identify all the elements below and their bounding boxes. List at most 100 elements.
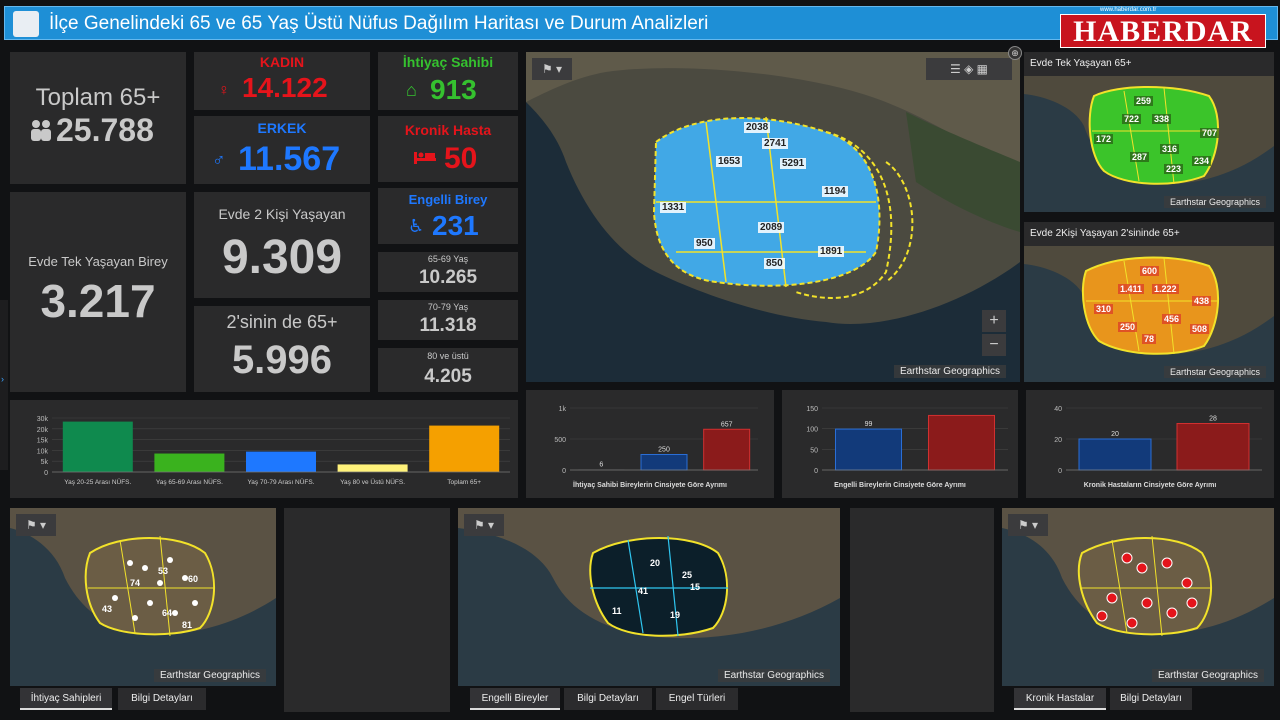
chart-bar[interactable] — [928, 414, 995, 471]
chart-bar[interactable] — [1176, 423, 1250, 471]
data-label: 6 — [599, 462, 603, 469]
y-tick-label: 30k — [37, 416, 49, 423]
chart-title: İhtiyaç Sahibi Bireylerin Cinsiyete Göre… — [573, 482, 727, 489]
map-label: 310 — [1094, 304, 1114, 314]
main-map[interactable]: 2038 2741 1653 5291 1194 1331 2089 950 850 1891 ⚑… — [526, 52, 1020, 382]
indicator-age-80: 80 ve üstü 4.205 — [378, 348, 518, 392]
chart-bar[interactable] — [429, 425, 500, 472]
tek-yasayan-map[interactable]: Evde Tek Yaşayan 65+ 259 722 338 172 707 287 3… — [1024, 52, 1274, 212]
chart-bar[interactable] — [1078, 438, 1152, 471]
map-label: 2038 — [744, 122, 771, 133]
iki-kisi-map[interactable]: Evde 2Kişi Yaşayan 2'sininde 65+ 600 1.41… — [1024, 222, 1274, 382]
y-tick-label: 1k — [559, 406, 567, 413]
indicator-value: 3.217 — [40, 275, 156, 327]
zoom-in-button[interactable]: + — [982, 310, 1006, 332]
tab-bilgi-detaylari[interactable]: Bilgi Detayları — [118, 688, 206, 710]
tab-kronik-hastalar[interactable]: Kronik Hastalar — [1014, 688, 1106, 710]
indicator-label: Evde Tek Yaşayan Birey — [28, 254, 168, 269]
tab-bilgi-detaylari[interactable]: Bilgi Detayları — [1110, 688, 1192, 710]
y-tick-label: 0 — [814, 468, 818, 475]
y-tick-label: 100 — [806, 427, 818, 434]
tab-bilgi-detaylari[interactable]: Bilgi Detayları — [564, 688, 652, 710]
indicator-value: 11.318 — [419, 315, 477, 336]
chart-bar[interactable] — [640, 454, 688, 471]
map-label: 722 — [1122, 114, 1142, 124]
map-label: 11 — [612, 606, 622, 616]
chart-bar[interactable] — [246, 451, 316, 472]
indicator-value: 11.567 — [238, 140, 341, 178]
y-tick-label: 20 — [1054, 437, 1062, 444]
indicator-value: 9.309 — [221, 231, 343, 284]
data-label: 20 — [1111, 431, 1119, 438]
indicator-label: İhtiyaç Sahibi — [402, 54, 494, 70]
map-label: 950 — [694, 238, 715, 249]
y-tick-label: 500 — [554, 437, 566, 444]
data-label: 28 — [1209, 416, 1217, 423]
map-attribution: Earthstar Geographics — [1163, 366, 1266, 378]
indicator-age-70-79: 70-79 Yaş 11.318 — [378, 300, 518, 340]
indicator-label: Kronik Hasta — [404, 122, 492, 138]
main-map-canvas — [526, 52, 1020, 382]
indicator-label: ERKEK — [257, 120, 307, 136]
map-label: 43 — [102, 604, 113, 614]
tab-ihtiyac-sahipleri[interactable]: İhtiyaç Sahipleri — [20, 688, 112, 710]
y-tick-label: 20k — [37, 427, 49, 434]
ihtiyac-map[interactable]: 53 74 60 43 64 81 ⚑ ▾ Earthstar Geographics — [10, 508, 276, 686]
indicator-label: Toplam 65+ — [35, 84, 161, 111]
chart-title: Kronik Hastaların Cinsiyete Göre Ayrımı — [1083, 482, 1217, 489]
indicator-erkek: ERKEK ♂ 11.567 — [194, 116, 370, 184]
indicator-label: 2'sinin de 65+ — [226, 312, 338, 332]
chart-bar[interactable] — [703, 428, 751, 471]
y-tick-label: 150 — [806, 406, 818, 413]
map-label: 15 — [690, 582, 701, 592]
indicator-value: 10.265 — [418, 267, 478, 288]
indicator-label: 80 ve üstü — [427, 351, 469, 361]
side-panel-toggle[interactable]: › — [0, 300, 8, 470]
indicator-value: 50 — [444, 142, 478, 175]
fullscreen-icon[interactable]: ⊕ — [1008, 46, 1022, 60]
indicator-engelli: Engelli Birey ♿ 231 — [378, 188, 518, 244]
chart-bar[interactable] — [62, 421, 133, 472]
chart-bar[interactable] — [154, 453, 225, 472]
ihtiyac-gender-chart-panel: 1k 500 0 6 250 657 İhtiyaç Sahibi Bireylerin … — [526, 390, 774, 498]
map-label: 41 — [638, 586, 649, 596]
map-label: 600 — [1140, 266, 1160, 276]
map-tools-toolbar[interactable]: ☰ ◈ ▦ — [926, 58, 1012, 80]
map-label: 316 — [1160, 144, 1180, 154]
map-label: 508 — [1190, 324, 1210, 334]
map-label: 234 — [1192, 156, 1212, 166]
map-label: 25 — [682, 570, 693, 580]
map-layer-menu-button[interactable]: ⚑ ▾ — [1008, 514, 1048, 536]
map-label: 20 — [650, 558, 661, 568]
map-attribution: Earthstar Geographics — [1163, 196, 1266, 208]
data-label: 250 — [658, 447, 670, 454]
kronik-gender-bar-chart: 40 20 0 20 28 — [1054, 406, 1262, 475]
chevron-right-icon: › — [1, 374, 4, 384]
chart-bar[interactable] — [337, 464, 408, 472]
chart-bar[interactable] — [835, 428, 902, 471]
map-layer-menu-button[interactable]: ⚑ ▾ — [16, 514, 56, 536]
indicator-kronik: Kronik Hasta 50 — [378, 116, 518, 182]
kronik-map[interactable]: ⚑ ▾ Earthstar Geographics — [1002, 508, 1274, 686]
indicator-label: Engelli Birey — [408, 192, 488, 207]
map-label: 338 — [1152, 114, 1172, 124]
zoom-out-button[interactable]: − — [982, 334, 1006, 356]
ihtiyac-map-canvas — [10, 508, 276, 686]
page-title: İlçe Genelindeki 65 ve 65 Yaş Üstü Nüfus… — [49, 13, 709, 34]
tab-engel-turleri[interactable]: Engel Türleri — [656, 688, 738, 710]
map-layer-menu-button[interactable]: ⚑ ▾ — [464, 514, 504, 536]
indicator-value: 913 — [430, 74, 477, 105]
indicator-ikisi-65: 2'sinin de 65+ 5.996 — [194, 306, 370, 392]
population-chart-panel: 30k 20k 15k 10k 5k 0 Yaş 20-25 Arası NÜFS. Yaş … — [10, 400, 518, 498]
data-label: 657 — [721, 421, 733, 428]
map-label: 5291 — [780, 158, 807, 169]
y-tick-label: 15k — [37, 438, 49, 445]
indicator-value: 25.788 — [56, 112, 154, 148]
brand-logo: HABERDAR — [1060, 14, 1266, 48]
engelli-map[interactable]: 20 25 41 15 11 19 ⚑ ▾ Earthstar Geographics — [458, 508, 840, 686]
people-icon — [28, 118, 54, 144]
indicator-evde-iki: Evde 2 Kişi Yaşayan 9.309 — [194, 192, 370, 298]
tab-engelli-bireyler[interactable]: Engelli Bireyler — [470, 688, 560, 710]
map-layer-menu-button[interactable]: ⚑ ▾ — [532, 58, 572, 80]
y-tick-label: 40 — [1054, 406, 1062, 413]
